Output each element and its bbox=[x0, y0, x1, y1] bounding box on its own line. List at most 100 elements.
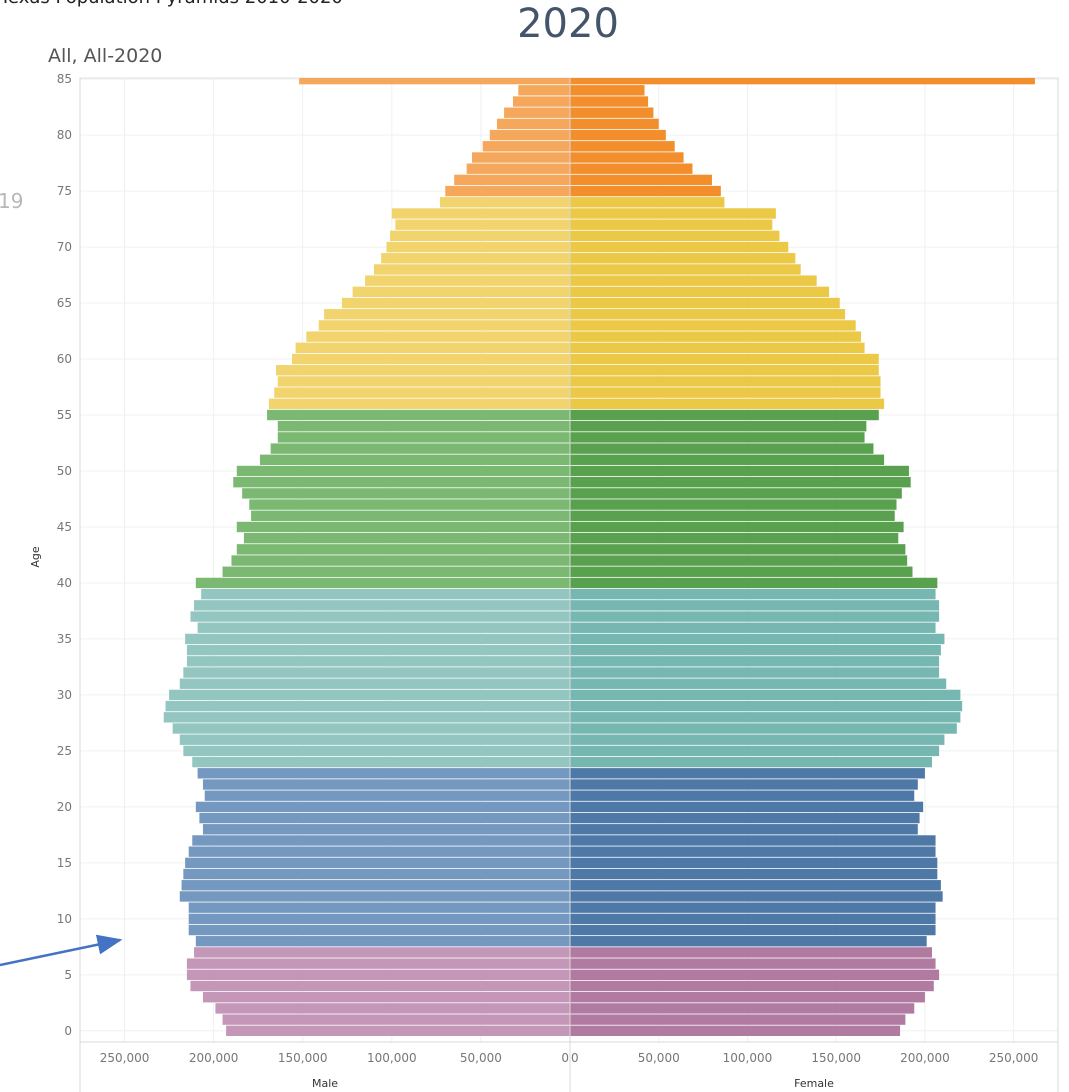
bar bbox=[570, 835, 936, 846]
bar bbox=[570, 756, 933, 768]
bar bbox=[570, 600, 940, 611]
y-tick-label: 10 bbox=[57, 912, 72, 926]
bar bbox=[504, 107, 570, 118]
bar bbox=[185, 633, 571, 645]
bar bbox=[570, 331, 862, 342]
bar bbox=[570, 745, 940, 757]
annotation-arrow bbox=[0, 934, 123, 967]
bar bbox=[570, 544, 906, 555]
bar bbox=[192, 756, 570, 768]
bar bbox=[194, 947, 570, 958]
bar bbox=[243, 532, 570, 544]
bar bbox=[183, 745, 570, 757]
bar bbox=[268, 398, 570, 410]
bar bbox=[570, 309, 846, 320]
y-tick-label: 30 bbox=[57, 688, 72, 702]
bar bbox=[570, 824, 918, 835]
bar bbox=[570, 633, 945, 645]
bar bbox=[570, 264, 801, 275]
y-tick-label: 5 bbox=[64, 968, 72, 982]
bar bbox=[190, 980, 571, 992]
bar bbox=[570, 902, 936, 913]
bar bbox=[570, 969, 940, 981]
bar bbox=[570, 734, 945, 745]
bar bbox=[570, 1025, 901, 1037]
y-tick-label: 65 bbox=[57, 296, 72, 310]
bar bbox=[570, 868, 938, 880]
bar bbox=[233, 476, 570, 488]
x-tick-label: 0 bbox=[561, 1051, 569, 1065]
bar bbox=[231, 555, 571, 566]
bar bbox=[179, 678, 571, 689]
x-tick-label: 150,000 bbox=[278, 1051, 328, 1065]
x-tick-label: 200,000 bbox=[900, 1051, 950, 1065]
bar bbox=[381, 253, 570, 264]
bar bbox=[570, 253, 796, 264]
bar bbox=[570, 958, 936, 969]
bar bbox=[295, 342, 570, 354]
bar bbox=[190, 611, 571, 622]
bar bbox=[242, 488, 571, 499]
bar bbox=[570, 521, 904, 533]
bar bbox=[570, 96, 649, 107]
bar bbox=[570, 465, 909, 477]
bar bbox=[570, 678, 947, 689]
bar bbox=[186, 644, 570, 656]
y-tick-label: 80 bbox=[57, 128, 72, 142]
bar bbox=[439, 197, 570, 208]
bar bbox=[199, 812, 570, 824]
bar bbox=[570, 644, 941, 656]
bar bbox=[570, 891, 943, 902]
axes: 0 5 10 15 20 25 30 35 40 45 50 55 60 65 70 75 80 85 250,00… bbox=[57, 72, 1059, 1092]
bar bbox=[204, 790, 570, 801]
bar bbox=[183, 667, 570, 678]
bar bbox=[570, 85, 645, 96]
bar bbox=[489, 129, 570, 141]
bar bbox=[570, 499, 897, 510]
bar bbox=[222, 566, 570, 577]
bar bbox=[226, 1025, 571, 1037]
bar bbox=[277, 421, 570, 432]
bar bbox=[202, 824, 571, 835]
x-tick-label: 250,000 bbox=[100, 1051, 150, 1065]
x-axis-label: Male bbox=[312, 1077, 338, 1090]
bar bbox=[306, 331, 570, 342]
side-fragment: 19 bbox=[0, 189, 23, 213]
bar bbox=[195, 577, 570, 589]
x-tick-label: 0 bbox=[571, 1051, 579, 1065]
bar bbox=[570, 555, 908, 566]
bar bbox=[249, 499, 571, 510]
bar bbox=[570, 443, 874, 454]
bar bbox=[192, 835, 570, 846]
bar bbox=[570, 801, 924, 813]
bar bbox=[570, 779, 918, 790]
bar bbox=[194, 600, 570, 611]
bar bbox=[386, 241, 570, 253]
y-tick-label: 85 bbox=[57, 72, 72, 86]
bar bbox=[570, 611, 940, 622]
bar bbox=[570, 992, 925, 1003]
bars bbox=[163, 78, 1035, 1037]
bar bbox=[202, 992, 571, 1003]
bar bbox=[570, 936, 927, 947]
bar bbox=[570, 476, 911, 488]
bar bbox=[324, 309, 570, 320]
bar bbox=[570, 880, 941, 891]
bar bbox=[570, 141, 675, 152]
bar bbox=[512, 96, 570, 107]
bar bbox=[570, 656, 940, 667]
bar bbox=[570, 409, 879, 421]
bar bbox=[472, 152, 570, 163]
bar bbox=[518, 85, 570, 96]
bar bbox=[496, 118, 570, 130]
bar bbox=[570, 376, 881, 387]
bar bbox=[570, 129, 666, 141]
bar bbox=[251, 510, 570, 521]
bar bbox=[185, 857, 571, 869]
bar bbox=[236, 465, 571, 477]
bar bbox=[570, 174, 712, 186]
bar bbox=[570, 846, 936, 857]
bar bbox=[292, 353, 570, 365]
bar bbox=[570, 78, 1035, 85]
